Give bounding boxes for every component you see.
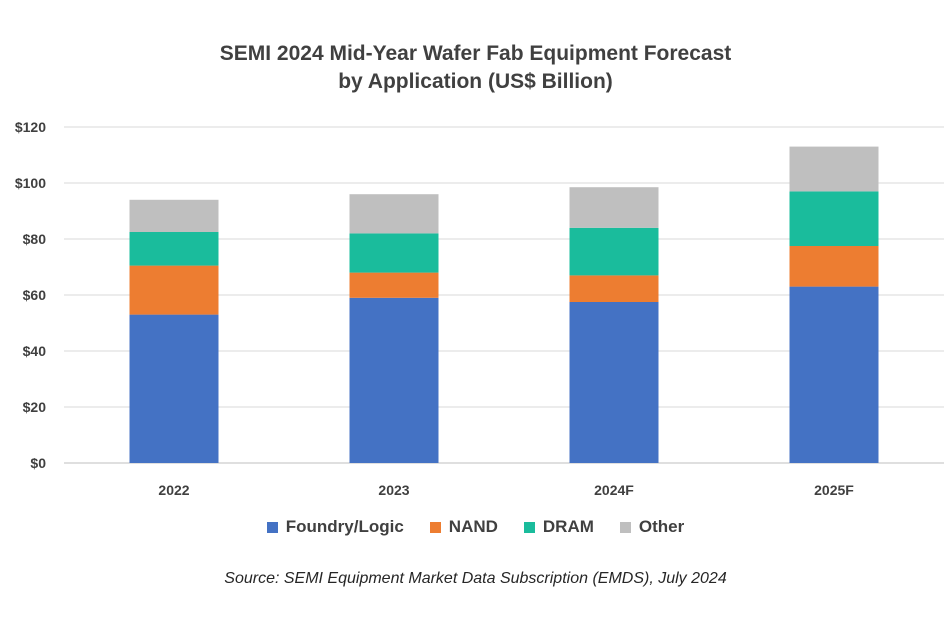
- bar-foundry-logic-2022: [129, 314, 219, 463]
- bar-other-2023: [349, 194, 439, 234]
- source-note: Source: SEMI Equipment Market Data Subsc…: [224, 570, 727, 587]
- bar-other-2024f: [569, 187, 659, 228]
- legend-item: DRAM: [523, 517, 594, 537]
- bar-nand-2023: [349, 272, 439, 298]
- bar-nand-2025f: [789, 246, 879, 287]
- bar-other-2025f: [789, 146, 879, 192]
- bar-dram-2022: [129, 232, 219, 266]
- bar-dram-2024f: [569, 227, 659, 276]
- legend-swatch: [619, 521, 631, 533]
- bar-other-2022: [129, 199, 219, 232]
- legend-swatch: [266, 521, 278, 533]
- x-tick-label: 2023: [378, 482, 409, 498]
- x-tick-label: 2022: [158, 482, 189, 498]
- legend-label: DRAM: [542, 517, 594, 536]
- bar-foundry-logic-2023: [349, 297, 439, 463]
- legend-item: NAND: [429, 517, 498, 537]
- bar-foundry-logic-2025f: [789, 286, 879, 463]
- legend-swatch: [523, 521, 535, 533]
- y-tick-label: $60: [23, 287, 47, 303]
- x-tick-label: 2025F: [814, 482, 854, 498]
- legend-label: Other: [638, 517, 685, 536]
- legend-swatch: [429, 521, 441, 533]
- y-tick-label: $100: [15, 175, 46, 191]
- x-tick-label: 2024F: [594, 482, 634, 498]
- bar-dram-2023: [349, 233, 439, 273]
- legend-item: Foundry/Logic: [266, 517, 404, 537]
- bar-foundry-logic-2024f: [569, 302, 659, 463]
- bar-dram-2025f: [789, 191, 879, 246]
- legend: Foundry/Logic NAND DRAM Other: [0, 517, 951, 537]
- bar-nand-2022: [129, 265, 219, 315]
- y-tick-label: $80: [23, 231, 47, 247]
- legend-label: NAND: [448, 517, 498, 536]
- y-tick-label: $120: [15, 119, 46, 135]
- bar-nand-2024f: [569, 275, 659, 302]
- chart-title-line-2: by Application (US$ Billion): [338, 70, 613, 93]
- y-tick-label: $0: [30, 455, 46, 471]
- legend-label: Foundry/Logic: [285, 517, 404, 536]
- y-tick-label: $20: [23, 399, 47, 415]
- chart-title-line-1: SEMI 2024 Mid-Year Wafer Fab Equipment F…: [219, 42, 732, 65]
- legend-item: Other: [619, 517, 685, 537]
- y-tick-label: $40: [23, 343, 47, 359]
